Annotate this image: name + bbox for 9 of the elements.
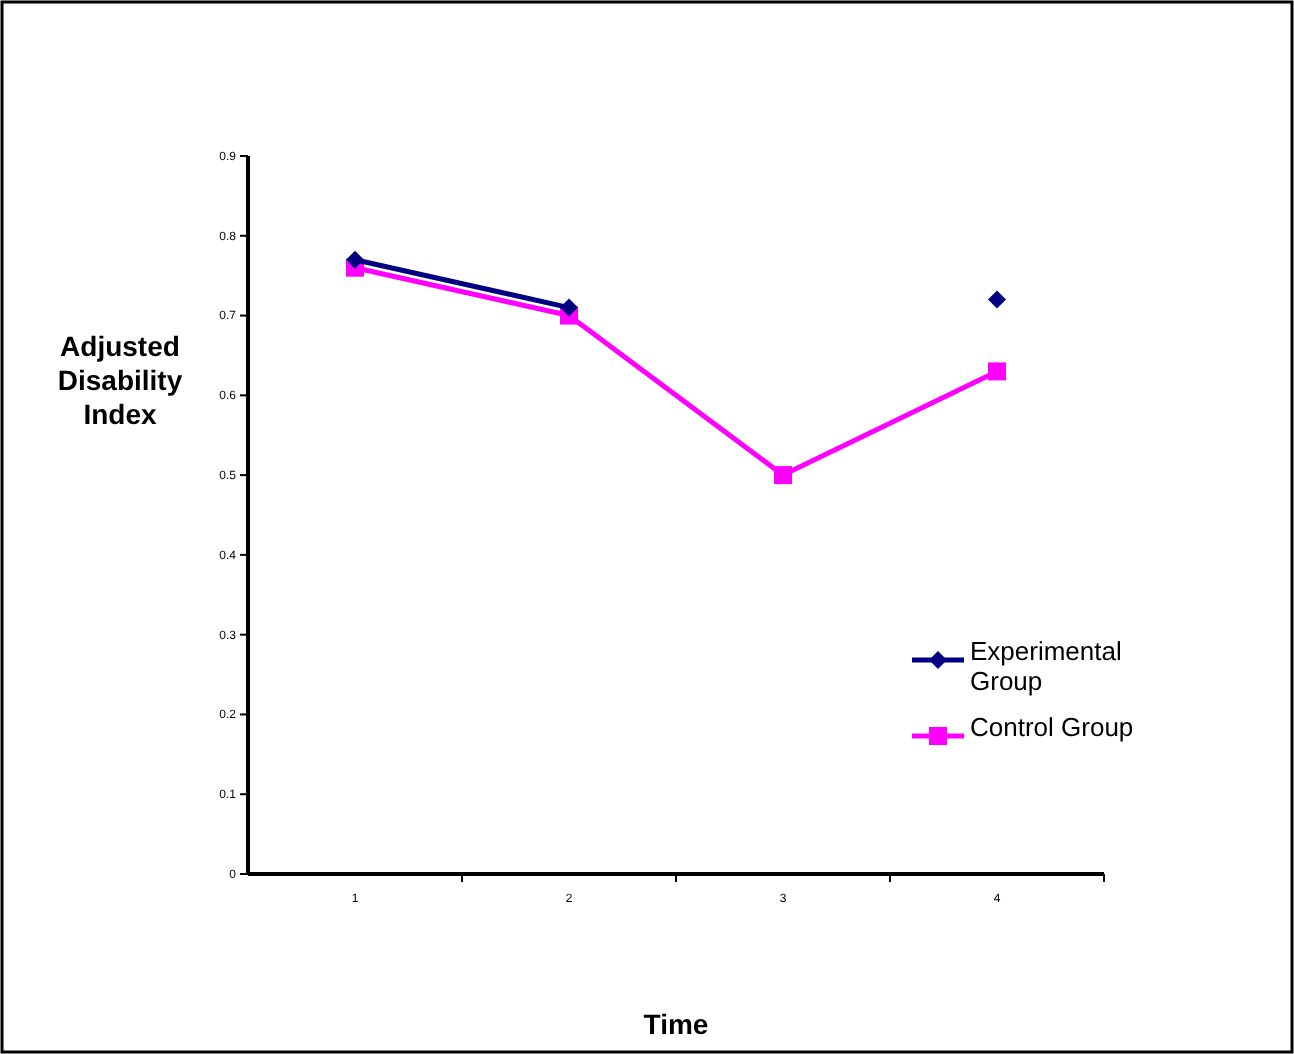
- legend-label: Control Group: [970, 712, 1134, 742]
- y-axis-title: Adjusted Disability Index: [57, 330, 183, 430]
- point: [346, 250, 364, 269]
- point: [560, 298, 578, 317]
- point: [988, 290, 1006, 309]
- point: [988, 362, 1006, 381]
- legend-label: Experimental Group: [970, 636, 1122, 696]
- point: [774, 466, 792, 485]
- x-axis-title: Time: [643, 1008, 709, 1040]
